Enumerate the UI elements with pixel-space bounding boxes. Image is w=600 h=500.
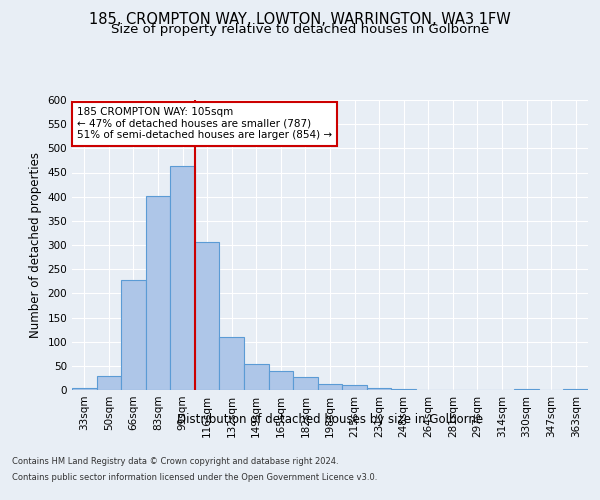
Bar bbox=[293, 378, 318, 390]
Bar bbox=[342, 384, 367, 390]
Bar bbox=[72, 388, 97, 390]
Bar bbox=[514, 389, 539, 390]
Text: Contains HM Land Registry data © Crown copyright and database right 2024.: Contains HM Land Registry data © Crown c… bbox=[12, 458, 338, 466]
Bar bbox=[367, 388, 391, 390]
Y-axis label: Number of detached properties: Number of detached properties bbox=[29, 152, 42, 338]
Text: 185 CROMPTON WAY: 105sqm
← 47% of detached houses are smaller (787)
51% of semi-: 185 CROMPTON WAY: 105sqm ← 47% of detach… bbox=[77, 108, 332, 140]
Bar bbox=[146, 196, 170, 390]
Text: Size of property relative to detached houses in Golborne: Size of property relative to detached ho… bbox=[111, 22, 489, 36]
Text: Distribution of detached houses by size in Golborne: Distribution of detached houses by size … bbox=[177, 412, 483, 426]
Bar bbox=[318, 384, 342, 390]
Bar bbox=[170, 166, 195, 390]
Bar bbox=[97, 376, 121, 390]
Bar bbox=[220, 337, 244, 390]
Bar bbox=[195, 242, 220, 390]
Bar bbox=[244, 364, 269, 390]
Text: Contains public sector information licensed under the Open Government Licence v3: Contains public sector information licen… bbox=[12, 472, 377, 482]
Bar bbox=[563, 389, 588, 390]
Bar bbox=[121, 280, 146, 390]
Text: 185, CROMPTON WAY, LOWTON, WARRINGTON, WA3 1FW: 185, CROMPTON WAY, LOWTON, WARRINGTON, W… bbox=[89, 12, 511, 28]
Bar bbox=[391, 389, 416, 390]
Bar bbox=[269, 371, 293, 390]
